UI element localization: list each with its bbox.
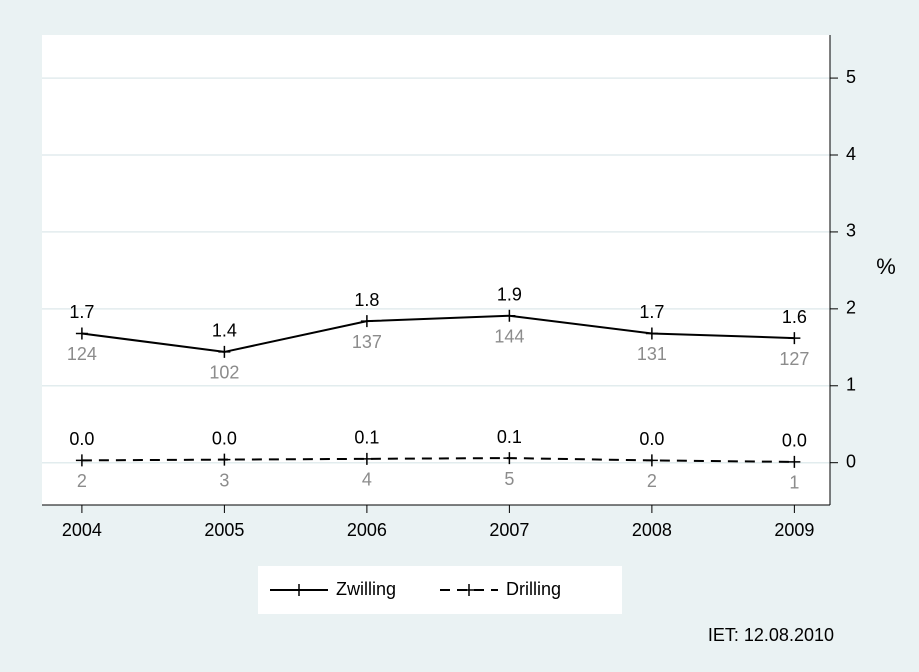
count-label: 2	[77, 471, 87, 491]
legend-marker	[463, 584, 475, 596]
count-label: 144	[494, 327, 524, 347]
value-label: 0.0	[212, 428, 237, 448]
marker	[218, 345, 231, 358]
marker	[360, 452, 373, 465]
plot-area	[42, 35, 830, 505]
value-label: 0.1	[497, 427, 522, 447]
value-label: 1.8	[354, 290, 379, 310]
marker	[788, 332, 801, 345]
value-label: 1.7	[639, 302, 664, 322]
marker	[75, 327, 88, 340]
legend-label: Zwilling	[336, 579, 396, 599]
count-label: 127	[779, 349, 809, 369]
marker	[503, 452, 516, 465]
count-label: 102	[209, 363, 239, 383]
value-label: 0.1	[354, 428, 379, 448]
marker	[788, 455, 801, 468]
x-tick-label: 2009	[774, 520, 814, 540]
count-label: 1	[789, 473, 799, 493]
x-tick-label: 2006	[347, 520, 387, 540]
series-line	[81, 314, 795, 353]
y-axis-label: %	[876, 254, 896, 279]
y-tick-label: 2	[846, 298, 856, 318]
marker	[503, 309, 516, 322]
x-tick-label: 2004	[62, 520, 102, 540]
legend-marker	[293, 584, 305, 596]
count-label: 131	[637, 344, 667, 364]
value-label: 1.4	[212, 321, 237, 341]
y-tick-label: 1	[846, 375, 856, 395]
marker	[360, 315, 373, 328]
count-label: 4	[362, 470, 372, 490]
value-label: 0.0	[782, 431, 807, 451]
value-label: 1.9	[497, 285, 522, 305]
marker	[645, 327, 658, 340]
x-tick-label: 2008	[632, 520, 672, 540]
y-tick-label: 4	[846, 144, 856, 164]
marker	[75, 454, 88, 467]
count-label: 137	[352, 332, 382, 352]
marker	[218, 453, 231, 466]
count-label: 5	[504, 469, 514, 489]
count-label: 3	[219, 470, 229, 490]
y-tick-label: 0	[846, 451, 856, 471]
note: IET: 12.08.2010	[708, 625, 834, 645]
count-label: 2	[647, 471, 657, 491]
marker	[645, 454, 658, 467]
value-label: 1.7	[69, 302, 94, 322]
count-label: 124	[67, 344, 97, 364]
legend-label: Drilling	[506, 579, 561, 599]
value-label: 0.0	[69, 429, 94, 449]
x-tick-label: 2005	[204, 520, 244, 540]
x-tick-label: 2007	[489, 520, 529, 540]
y-tick-label: 3	[846, 221, 856, 241]
value-label: 0.0	[639, 429, 664, 449]
y-tick-label: 5	[846, 67, 856, 87]
value-label: 1.6	[782, 307, 807, 327]
